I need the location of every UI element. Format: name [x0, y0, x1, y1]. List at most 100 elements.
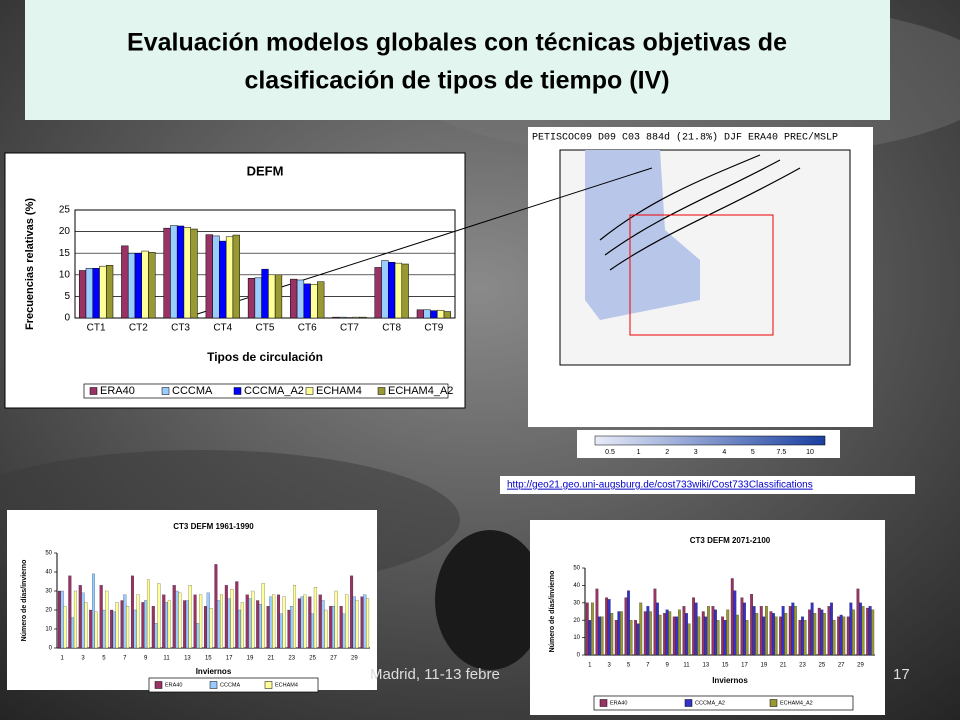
bar: [287, 609, 291, 649]
bar: [81, 592, 85, 649]
legend-label: CCCMA: [172, 385, 213, 397]
y-tick-label: 50: [45, 551, 52, 557]
legend-label: ECHAM4_A2: [388, 385, 453, 397]
bar: [141, 250, 149, 319]
bar: [121, 245, 129, 319]
x-tick-label: 5: [627, 663, 631, 669]
bar: [665, 609, 669, 656]
bar: [817, 607, 821, 656]
slide-title: clasificación de tipos de tiempo (IV): [244, 67, 669, 95]
x-tick-label: 3: [607, 663, 611, 669]
url-link[interactable]: http://geo21.geo.uni-augsburg.de/cost733…: [507, 480, 813, 491]
bar: [345, 594, 349, 649]
bar: [248, 598, 252, 649]
bar: [769, 611, 773, 656]
bar: [687, 623, 691, 656]
y-tick-label: 40: [573, 583, 580, 589]
bar: [94, 611, 98, 649]
bar: [136, 594, 140, 649]
bar: [310, 284, 318, 319]
bar: [57, 590, 61, 649]
bar: [339, 316, 347, 319]
bar: [678, 609, 681, 656]
bar: [268, 274, 276, 319]
bar: [842, 616, 846, 656]
y-tick-label: 20: [573, 618, 580, 624]
bar: [598, 616, 601, 656]
x-tick-label: 21: [780, 663, 787, 669]
bar: [190, 228, 198, 319]
bar: [798, 620, 802, 656]
url-box: [500, 476, 915, 494]
bar: [694, 602, 698, 656]
y-tick-label: 30: [573, 600, 580, 606]
x-axis-label: Inviernos: [196, 667, 232, 676]
bar: [416, 309, 425, 319]
y-tick-label: 25: [59, 205, 71, 216]
bar: [332, 316, 340, 319]
colorbar-label: 7.5: [777, 449, 787, 456]
bar: [707, 606, 710, 656]
x-tick-label: 23: [799, 663, 806, 669]
y-axis-label: Número de días/invierno: [21, 560, 28, 642]
bar: [178, 592, 182, 649]
bar: [99, 265, 107, 319]
bar: [730, 578, 734, 656]
bar: [303, 283, 311, 319]
bar: [716, 620, 720, 656]
x-tick-label: 7: [123, 656, 127, 662]
bar: [185, 600, 189, 649]
bar: [60, 590, 64, 649]
bar: [363, 594, 367, 649]
bar: [774, 616, 778, 656]
bar: [105, 265, 114, 319]
legend-swatch: [305, 387, 314, 395]
x-tick-label: 27: [838, 663, 845, 669]
bar: [196, 623, 200, 649]
bar: [297, 598, 301, 649]
x-tick-label: 7: [646, 663, 650, 669]
bar: [743, 602, 746, 656]
bar: [639, 602, 643, 656]
bar: [245, 594, 249, 649]
bar: [183, 227, 191, 319]
legend-box: [83, 383, 449, 399]
legend-label: ERA40: [610, 700, 627, 706]
bar: [214, 564, 218, 649]
bar: [685, 613, 688, 656]
slide-title: Evaluación modelos globales con técnicas…: [127, 29, 787, 57]
legend-label: CCCMA: [220, 682, 240, 688]
x-tick-label: 13: [702, 663, 709, 669]
bar: [745, 620, 749, 656]
bar: [868, 606, 872, 656]
y-tick-label: 50: [573, 566, 580, 572]
bar: [232, 234, 240, 319]
title-box: [25, 0, 890, 120]
bar: [133, 609, 137, 649]
bar: [643, 611, 647, 656]
bar: [183, 600, 187, 649]
colorbar-label: 2: [665, 449, 669, 456]
legend-label: CCCMA_A2: [695, 700, 725, 706]
bar: [308, 596, 312, 649]
bar: [256, 600, 260, 649]
bar: [360, 596, 364, 649]
bar: [112, 611, 116, 649]
bar: [313, 587, 317, 649]
bar: [788, 606, 792, 656]
footer: Madrid, 11-13 febre: [370, 666, 500, 683]
bar: [820, 609, 824, 656]
bar: [266, 606, 270, 649]
bar: [290, 606, 294, 649]
x-tick-label: 23: [288, 656, 295, 662]
bar: [272, 594, 276, 649]
bar: [165, 602, 169, 649]
antenna: [435, 530, 545, 670]
bar: [752, 606, 756, 656]
bar: [675, 616, 679, 656]
bar: [656, 602, 659, 656]
x-tick-label: 3: [81, 656, 85, 662]
legend-swatch: [599, 699, 608, 707]
bar: [92, 573, 96, 649]
bar: [130, 575, 134, 649]
